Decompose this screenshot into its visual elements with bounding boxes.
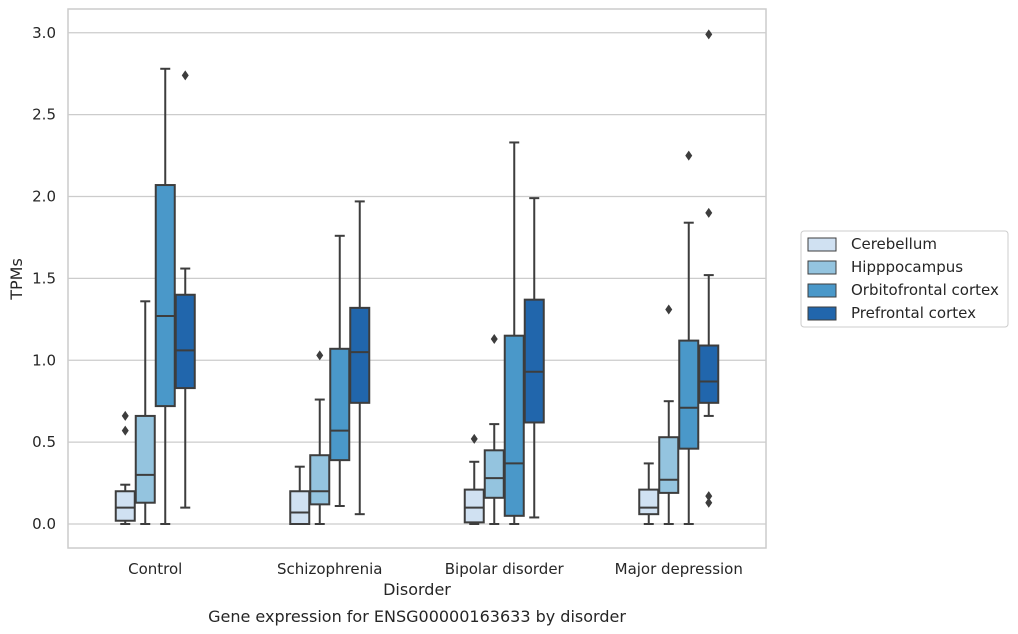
- series-prefrontal-cortex: [174, 29, 720, 519]
- y-tick-label: 1.5: [32, 269, 56, 287]
- outlier-point: [705, 29, 713, 40]
- outlier-point: [121, 410, 129, 421]
- series-hipppocampus: [134, 300, 680, 525]
- box-iqr: [329, 347, 351, 462]
- outlier-point: [490, 333, 498, 344]
- y-tick-label: 0.0: [32, 515, 56, 533]
- box-series: [114, 29, 720, 525]
- box-iqr: [678, 339, 700, 450]
- legend-label: Cerebellum: [851, 235, 937, 253]
- box-iqr: [349, 306, 371, 404]
- outlier-point: [121, 425, 129, 436]
- y-tick-label: 1.0: [32, 351, 56, 369]
- y-tick-label: 2.0: [32, 188, 56, 206]
- legend-swatch: [807, 260, 837, 275]
- legend-label: Hipppocampus: [851, 258, 963, 276]
- outlier-point: [181, 70, 189, 81]
- outlier-point: [665, 304, 673, 315]
- box-iqr: [289, 490, 311, 525]
- box-iqr: [463, 488, 485, 524]
- series-orbitofrontal-cortex: [154, 67, 700, 525]
- box-iqr: [503, 334, 525, 517]
- x-tick-label: Bipolar disorder: [445, 560, 565, 578]
- box-iqr: [658, 436, 680, 494]
- x-tick-label: Major depression: [615, 560, 743, 578]
- box-iqr: [114, 490, 136, 522]
- box-iqr: [174, 293, 196, 390]
- legend-label: Prefrontal cortex: [851, 304, 976, 322]
- series-cerebellum: [114, 410, 660, 525]
- y-tick-label: 0.5: [32, 433, 56, 451]
- legend-swatch: [807, 306, 837, 321]
- box-iqr: [483, 449, 505, 499]
- x-axis-title: Disorder: [383, 580, 451, 599]
- outlier-point: [705, 497, 713, 508]
- y-tick-label: 3.0: [32, 24, 56, 42]
- y-axis-title: TPMs: [7, 258, 26, 301]
- outlier-point: [705, 491, 713, 502]
- legend-swatch: [807, 283, 837, 298]
- box-iqr: [523, 298, 545, 424]
- x-tick-label: Schizophrenia: [277, 560, 382, 578]
- box-iqr: [638, 488, 660, 516]
- y-tick-label: 2.5: [32, 106, 56, 124]
- outlier-point: [705, 207, 713, 218]
- box-iqr: [309, 454, 331, 506]
- x-tick-labels: Control Schizophrenia Bipolar disorder Majo…: [128, 560, 743, 578]
- y-tick-labels: 0.0 0.5 1.0 1.5 2.0 2.5 3.0: [32, 24, 56, 533]
- box-iqr: [134, 414, 156, 504]
- box-iqr: [698, 344, 720, 404]
- legend-frame: [800, 230, 1009, 328]
- legend-swatch: [807, 237, 837, 252]
- outlier-point: [470, 433, 478, 444]
- chart-title: Gene expression for ENSG00000163633 by d…: [208, 607, 626, 626]
- legend-label: Orbitofrontal cortex: [851, 281, 999, 299]
- legend-items: Cerebellum Hipppocampus Orbitofrontal cort…: [807, 235, 999, 322]
- legend: Cerebellum Hipppocampus Orbitofrontal cort…: [800, 230, 1009, 328]
- box-iqr: [154, 184, 176, 408]
- x-tick-label: Control: [128, 560, 182, 578]
- outlier-point: [685, 150, 693, 161]
- outlier-point: [316, 350, 324, 361]
